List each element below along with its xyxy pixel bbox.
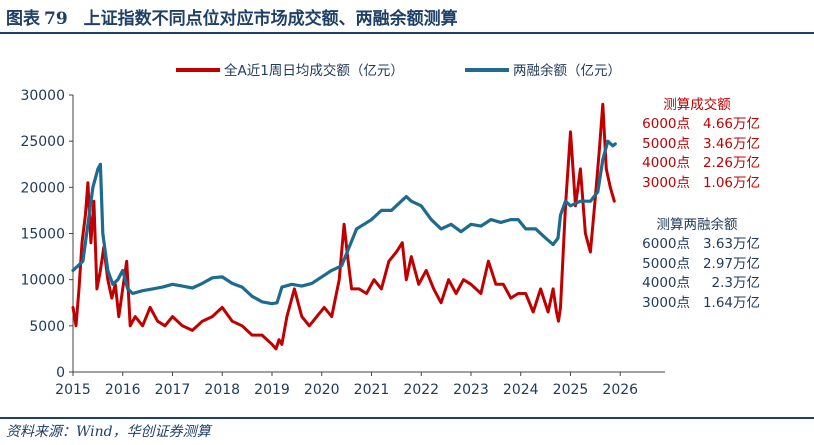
- margin-series-line: [71, 139, 617, 306]
- y-tick-label: 15000: [20, 227, 65, 243]
- y-tick-label: 5000: [29, 319, 65, 335]
- chart-axes: 0 5000 10000 15000 20000 25000 30000 2015 2016 20…: [20, 88, 665, 398]
- x-tick-label: 2016: [105, 382, 141, 398]
- margin-row: 6000点 3.63万亿: [642, 236, 760, 252]
- turnover-row: 4000点 2.26万亿: [642, 155, 760, 172]
- turnover-row: 5000点 3.46万亿: [642, 135, 760, 152]
- turnover-row: 6000点 4.66万亿: [642, 116, 760, 132]
- x-tick-label: 2020: [304, 382, 340, 398]
- source-note: 资料来源：Wind，华创证券测算: [6, 424, 211, 440]
- y-tick-label: 20000: [20, 180, 65, 196]
- x-tick-label: 2023: [453, 382, 489, 398]
- turnover-estimates: 测算成交额 6000点 4.66万亿 5000点 3.46万亿 4000点 2.26万…: [634, 93, 760, 193]
- turnover-row: 3000点 1.06万亿: [642, 174, 760, 191]
- chart-legend: 全A近1周日均成交额（亿元） 两融余额（亿元）: [176, 62, 621, 79]
- x-tick-label: 2025: [553, 382, 589, 398]
- footer-rule: [0, 417, 814, 419]
- y-tick-label: 10000: [20, 273, 65, 289]
- x-tick-label: 2021: [354, 382, 390, 398]
- turnover-series-line: [71, 102, 616, 351]
- figure-label: 图表: [6, 9, 40, 29]
- margin-estimates-header: 测算两融余额: [656, 217, 738, 233]
- margin-row: 4000点 2.3万亿: [642, 275, 760, 292]
- margin-row: 3000点 1.64万亿: [642, 294, 760, 311]
- legend-label-margin: 两融余额（亿元）: [513, 62, 621, 79]
- y-tick-label: 25000: [20, 134, 65, 150]
- title-rule: [0, 32, 814, 34]
- margin-row: 5000点 2.97万亿: [642, 255, 760, 272]
- turnover-estimates-header: 测算成交额: [663, 97, 731, 113]
- figure-title-text: 上证指数不同点位对应市场成交额、两融余额测算: [83, 9, 458, 29]
- x-tick-label: 2018: [204, 382, 240, 398]
- x-tick-label: 2026: [602, 382, 638, 398]
- legend-label-turnover: 全A近1周日均成交额（亿元）: [224, 62, 404, 79]
- y-tick-label: 30000: [20, 88, 65, 104]
- x-tick-label: 2017: [155, 382, 191, 398]
- x-tick-label: 2024: [503, 382, 539, 398]
- x-tick-label: 2022: [403, 382, 439, 398]
- chart-series: [71, 102, 617, 351]
- x-tick-label: 2015: [55, 382, 91, 398]
- figure-number: 79: [44, 9, 68, 29]
- x-tick-label: 2019: [254, 382, 290, 398]
- margin-estimates: 测算两融余额 6000点 3.63万亿 5000点 2.97万亿 4000点 2.3万…: [634, 213, 760, 313]
- y-tick-label: 0: [56, 365, 65, 381]
- figure-title: 图表 79 上证指数不同点位对应市场成交额、两融余额测算: [6, 4, 458, 29]
